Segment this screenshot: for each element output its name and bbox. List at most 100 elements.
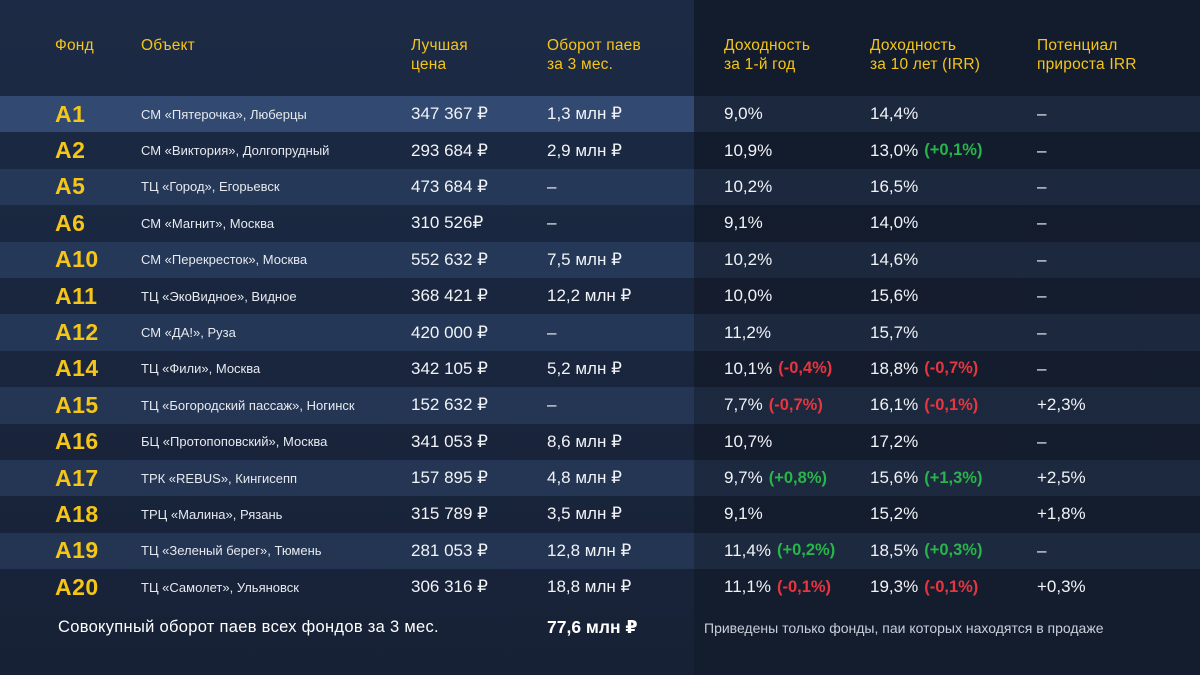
object-name-cell: ТЦ «Зеленый берег», Тюмень — [141, 533, 322, 569]
turnover-value: 3,5 млн ₽ — [547, 504, 622, 524]
yield-10y-delta: (-0,1%) — [924, 577, 979, 596]
growth-potential-value: – — [1037, 431, 1047, 451]
best-price-value: 281 053 ₽ — [411, 540, 488, 560]
yield-1y-delta: (-0,1%) — [776, 577, 832, 596]
yield-1y-delta: (+0,8%) — [768, 468, 827, 487]
row-band-right — [694, 496, 1200, 532]
object-name-cell: ТРЦ «Малина», Рязань — [141, 496, 282, 532]
row-band-right — [694, 241, 1200, 278]
yield-1y-value: 9,1% — [724, 504, 763, 524]
object-name-value: ТЦ «ЭкоВидное», Видное — [141, 288, 297, 304]
growth-potential-cell: +0,3% — [1037, 569, 1086, 605]
table-right-background — [694, 0, 1200, 675]
object-name-cell: ТЦ «Город», Егорьевск — [141, 169, 280, 205]
best-price-value: 310 526₽ — [411, 213, 484, 233]
growth-potential-value: – — [1037, 249, 1047, 269]
best-price-cell: 347 367 ₽ — [411, 96, 488, 132]
turnover-cell: – — [547, 169, 556, 205]
turnover-value: – — [547, 213, 557, 233]
yield-1y-value: 10,2% — [724, 176, 773, 196]
fund-code-value: A5 — [55, 173, 86, 200]
turnover-value: – — [547, 322, 557, 342]
growth-potential-cell: – — [1037, 424, 1046, 460]
footer-label: Совокупный оборот паев всех фондов за 3 … — [58, 618, 439, 636]
turnover-cell: 1,3 млн ₽ — [547, 96, 622, 132]
turnover-value: 12,2 млн ₽ — [547, 286, 632, 306]
fund-code-value: A18 — [55, 500, 99, 527]
fund-code-value: A20 — [55, 573, 99, 600]
growth-potential-value: – — [1037, 140, 1047, 160]
object-name-value: ТРЦ «Малина», Рязань — [141, 506, 283, 522]
yield-10y-value: 16,5% — [870, 176, 919, 196]
footer-note: Приведены только фонды, паи которых нахо… — [704, 620, 1104, 636]
growth-potential-value: +0,3% — [1037, 577, 1086, 597]
turnover-cell: 2,9 млн ₽ — [547, 132, 622, 168]
object-name-cell: СМ «Магнит», Москва — [141, 205, 274, 241]
fund-code-cell: A18 — [55, 496, 99, 532]
turnover-cell: 12,8 млн ₽ — [547, 533, 631, 569]
table-row: A2 СМ «Виктория», Долгопрудный 293 684 ₽ 2,… — [0, 132, 1200, 168]
turnover-cell: – — [547, 314, 556, 350]
yield-10y-value: 15,7% — [870, 322, 919, 342]
growth-potential-cell: +2,3% — [1037, 387, 1086, 423]
yield-10y-cell: 13,0% (+0,1%) — [870, 132, 982, 168]
table-row: A20 ТЦ «Самолет», Ульяновск 306 316 ₽ 18,8 … — [0, 569, 1200, 605]
fund-code-value: A19 — [55, 537, 99, 564]
yield-1y-cell: 11,2% — [724, 314, 771, 350]
yield-10y-cell: 15,7% — [870, 314, 918, 350]
table-row: A14 ТЦ «Фили», Москва 342 105 ₽ 5,2 млн ₽ 10… — [0, 351, 1200, 387]
object-name-value: ТЦ «Самолет», Ульяновск — [141, 579, 299, 595]
row-band-left — [0, 205, 694, 241]
turnover-value: 4,8 млн ₽ — [547, 468, 622, 488]
turnover-cell: – — [547, 387, 556, 423]
fund-code-value: A10 — [55, 246, 99, 273]
fund-code-value: A17 — [55, 464, 99, 491]
fund-code-value: A6 — [55, 209, 86, 236]
row-band-left — [0, 168, 694, 206]
object-name-value: ТЦ «Город», Егорьевск — [141, 179, 280, 195]
yield-1y-cell: 9,1% — [724, 496, 763, 532]
turnover-cell: 3,5 млн ₽ — [547, 496, 622, 532]
yield-1y-cell: 9,1% — [724, 205, 763, 241]
row-band-right — [694, 96, 1200, 133]
best-price-cell: 315 789 ₽ — [411, 496, 488, 532]
turnover-value: 1,3 млн ₽ — [547, 104, 622, 124]
table-row: A10 СМ «Перекресток», Москва 552 632 ₽ 7,5 … — [0, 241, 1200, 278]
best-price-value: 152 632 ₽ — [411, 395, 488, 415]
fund-code-cell: A6 — [55, 205, 85, 241]
table-row: A6 СМ «Магнит», Москва 310 526₽ – 9,1% 14,0% – — [0, 205, 1200, 241]
growth-potential-cell: – — [1037, 314, 1046, 350]
yield-1y-value: 9,7% — [724, 468, 763, 488]
growth-potential-value: – — [1037, 286, 1047, 306]
object-name-value: СМ «Виктория», Долгопрудный — [141, 143, 330, 159]
yield-10y-cell: 14,0% — [870, 205, 918, 241]
yield-10y-cell: 15,2% — [870, 496, 918, 532]
yield-1y-cell: 10,0% — [724, 278, 772, 314]
fund-code-cell: A20 — [55, 569, 99, 605]
table-row: A16 БЦ «Протопоповский», Москва 341 053 ₽ 8… — [0, 424, 1200, 460]
yield-1y-value: 10,7% — [724, 431, 773, 451]
header-best-price: Лучшая цена — [411, 37, 468, 73]
yield-10y-value: 15,2% — [870, 504, 919, 524]
header-fund: Фонд — [55, 37, 94, 54]
fund-code-cell: A15 — [55, 387, 99, 423]
growth-potential-value: – — [1037, 176, 1047, 196]
yield-10y-value: 14,0% — [870, 213, 919, 233]
fund-code-value: A2 — [55, 137, 86, 164]
growth-potential-cell: – — [1037, 169, 1046, 205]
fund-code-cell: A16 — [55, 424, 99, 460]
best-price-value: 342 105 ₽ — [411, 358, 488, 378]
best-price-value: 306 316 ₽ — [411, 577, 488, 597]
object-name-value: СМ «ДА!», Руза — [141, 325, 236, 341]
yield-1y-cell: 10,2% — [724, 169, 772, 205]
yield-1y-value: 10,2% — [724, 249, 773, 269]
yield-10y-cell: 17,2% — [870, 424, 918, 460]
row-band-right — [694, 387, 1200, 424]
yield-1y-delta: (+0,2%) — [776, 541, 836, 560]
yield-10y-delta: (+0,1%) — [924, 141, 983, 160]
turnover-value: 18,8 млн ₽ — [547, 577, 632, 597]
row-band-right — [694, 205, 1200, 241]
fund-code-value: A16 — [55, 428, 99, 455]
table-row: A5 ТЦ «Город», Егорьевск 473 684 ₽ – 10,2% 16… — [0, 168, 1200, 206]
object-name-cell: СМ «Перекресток», Москва — [141, 242, 307, 278]
